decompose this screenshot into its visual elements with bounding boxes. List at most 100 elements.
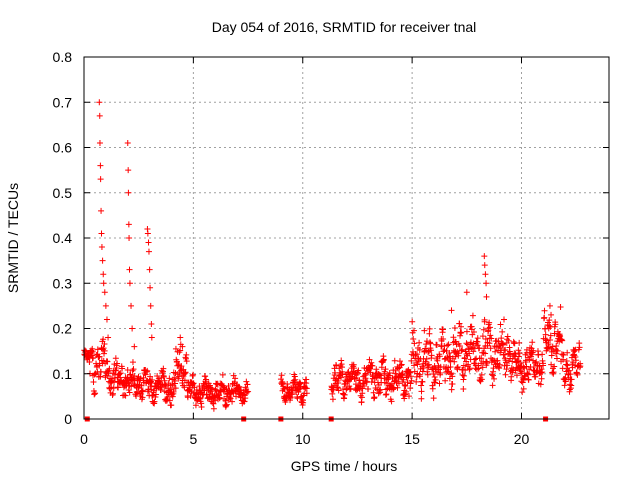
data-point bbox=[385, 376, 392, 383]
data-point bbox=[190, 381, 197, 388]
data-point bbox=[413, 378, 420, 385]
data-point bbox=[356, 377, 363, 384]
data-point bbox=[483, 293, 490, 300]
data-point bbox=[105, 334, 112, 341]
data-point bbox=[181, 384, 188, 391]
data-point bbox=[117, 370, 124, 377]
data-point bbox=[547, 332, 554, 339]
data-point bbox=[101, 341, 108, 348]
data-point bbox=[151, 398, 158, 405]
data-point bbox=[548, 311, 555, 318]
y-tick-label: 0.4 bbox=[53, 230, 73, 246]
data-point bbox=[160, 373, 167, 380]
data-point bbox=[355, 367, 362, 374]
data-point bbox=[241, 398, 248, 405]
data-point bbox=[457, 323, 464, 330]
data-point bbox=[199, 391, 206, 398]
data-point bbox=[463, 358, 470, 365]
data-point bbox=[404, 379, 411, 386]
data-point bbox=[145, 248, 152, 255]
data-point bbox=[203, 376, 210, 383]
data-point bbox=[525, 376, 532, 383]
data-point bbox=[504, 336, 511, 343]
data-point bbox=[452, 353, 459, 360]
data-point bbox=[97, 162, 104, 169]
data-point bbox=[429, 385, 436, 392]
data-point bbox=[491, 375, 498, 382]
data-point bbox=[108, 384, 115, 391]
data-point bbox=[444, 368, 451, 375]
data-point bbox=[459, 372, 466, 379]
data-point bbox=[125, 189, 132, 196]
data-point bbox=[126, 235, 133, 241]
data-point bbox=[98, 230, 105, 237]
data-point bbox=[559, 337, 566, 344]
data-point bbox=[370, 389, 377, 396]
data-point bbox=[369, 362, 376, 369]
data-point bbox=[398, 362, 405, 369]
data-point bbox=[233, 393, 240, 400]
data-point bbox=[295, 389, 302, 396]
data-point bbox=[407, 380, 414, 387]
data-point bbox=[232, 375, 239, 382]
data-point bbox=[279, 378, 286, 385]
data-point bbox=[401, 381, 408, 388]
data-point bbox=[524, 370, 531, 377]
data-point bbox=[389, 375, 396, 382]
data-point bbox=[463, 289, 470, 296]
data-point bbox=[86, 358, 93, 365]
data-point bbox=[100, 336, 107, 343]
x-tick-label: 0 bbox=[80, 431, 88, 447]
data-point bbox=[212, 397, 219, 404]
data-point bbox=[459, 346, 466, 353]
data-point bbox=[329, 396, 336, 403]
data-point bbox=[557, 303, 564, 310]
data-point bbox=[482, 271, 489, 278]
data-point bbox=[353, 371, 360, 378]
data-point bbox=[139, 387, 146, 394]
data-point bbox=[114, 360, 121, 367]
data-point bbox=[330, 386, 337, 393]
data-point bbox=[460, 386, 467, 393]
data-point bbox=[511, 340, 518, 347]
data-point bbox=[541, 314, 548, 321]
data-point bbox=[126, 266, 133, 273]
data-point bbox=[169, 393, 176, 400]
data-point bbox=[566, 367, 573, 374]
data-point bbox=[101, 347, 108, 354]
data-point bbox=[519, 389, 526, 396]
data-point bbox=[421, 327, 428, 334]
x-axis-label: GPS time / hours bbox=[291, 458, 398, 474]
data-point bbox=[523, 346, 530, 353]
data-point bbox=[502, 346, 509, 353]
data-point bbox=[128, 302, 135, 309]
data-point bbox=[440, 335, 447, 342]
data-point bbox=[90, 378, 97, 385]
data-point bbox=[487, 324, 494, 331]
data-point bbox=[572, 357, 579, 364]
data-point bbox=[558, 336, 565, 343]
data-point bbox=[560, 351, 567, 358]
data-point bbox=[139, 394, 146, 401]
data-point bbox=[300, 384, 307, 391]
data-point bbox=[119, 365, 126, 372]
data-point bbox=[126, 389, 133, 396]
data-point bbox=[182, 369, 189, 376]
data-point bbox=[448, 307, 455, 314]
data-point bbox=[377, 386, 384, 393]
data-point bbox=[127, 371, 134, 378]
data-point bbox=[467, 339, 474, 346]
data-point bbox=[466, 365, 473, 372]
data-point bbox=[515, 347, 522, 354]
data-point bbox=[97, 176, 104, 183]
data-point bbox=[109, 390, 116, 397]
data-point bbox=[423, 355, 430, 362]
data-point bbox=[242, 395, 249, 402]
data-point bbox=[402, 383, 409, 390]
data-point bbox=[422, 358, 429, 365]
data-point bbox=[504, 362, 511, 369]
data-point bbox=[351, 365, 358, 372]
data-point bbox=[502, 359, 509, 366]
data-point bbox=[509, 358, 516, 365]
